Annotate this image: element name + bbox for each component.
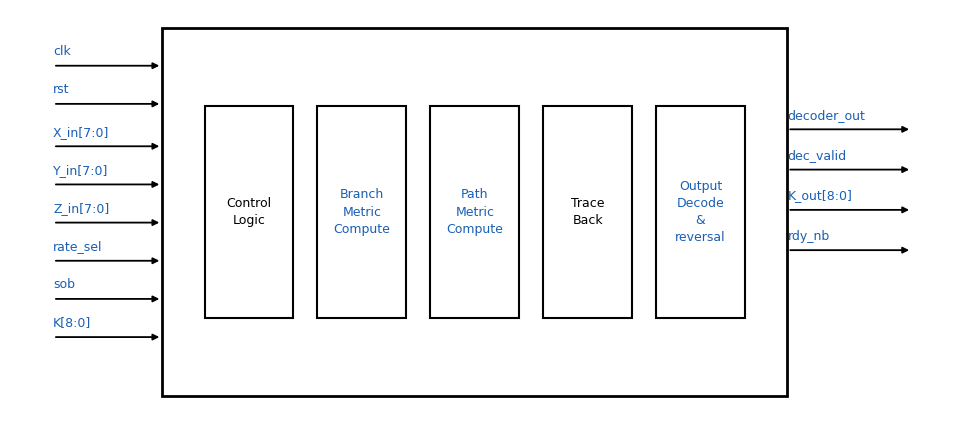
Text: Branch
Metric
Compute: Branch Metric Compute (334, 189, 390, 235)
Bar (656, 106, 745, 318)
Text: rate_sel: rate_sel (53, 240, 102, 253)
Bar (430, 106, 519, 318)
Text: dec_valid: dec_valid (787, 149, 846, 162)
Text: K[8:0]: K[8:0] (53, 316, 92, 329)
Text: Output
Decode
&
reversal: Output Decode & reversal (676, 180, 726, 244)
Text: K_out[8:0]: K_out[8:0] (787, 189, 852, 202)
Text: Control
Logic: Control Logic (227, 197, 271, 227)
Bar (317, 106, 406, 318)
Text: Trace
Back: Trace Back (571, 197, 604, 227)
Text: sob: sob (53, 278, 75, 291)
Text: Y_in[7:0]: Y_in[7:0] (53, 164, 108, 177)
Text: Path
Metric
Compute: Path Metric Compute (447, 189, 503, 235)
Text: X_in[7:0]: X_in[7:0] (53, 126, 109, 139)
Bar (205, 106, 293, 318)
Bar (543, 106, 632, 318)
Text: rdy_nb: rdy_nb (787, 229, 830, 243)
Text: clk: clk (53, 45, 70, 58)
Bar (162, 28, 787, 396)
Text: decoder_out: decoder_out (787, 109, 866, 122)
Text: rst: rst (53, 83, 69, 96)
Text: Z_in[7:0]: Z_in[7:0] (53, 202, 109, 215)
